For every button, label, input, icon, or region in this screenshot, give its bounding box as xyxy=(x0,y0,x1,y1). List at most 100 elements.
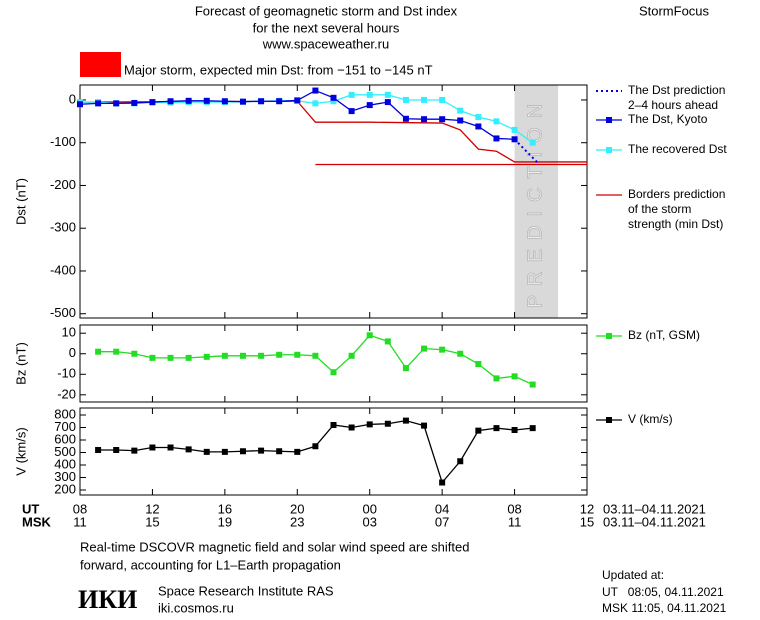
x-tick-label: 08 xyxy=(73,501,87,516)
series-line xyxy=(98,334,533,386)
data-point xyxy=(276,351,283,358)
data-point xyxy=(330,369,337,376)
data-point xyxy=(421,96,428,103)
data-point xyxy=(366,332,373,339)
series-line xyxy=(513,138,539,164)
data-point xyxy=(402,365,409,372)
legend-marker xyxy=(606,147,612,153)
data-point xyxy=(113,348,120,355)
date-range: 03.11–04.11.2021 xyxy=(603,514,706,529)
y-tick-label: -10 xyxy=(57,366,76,381)
data-point xyxy=(167,444,174,451)
data-point xyxy=(493,425,500,432)
y-tick-label: -100 xyxy=(50,134,76,149)
legend-label: The Dst, Kyoto xyxy=(628,112,708,126)
y-axis-label: V (km/s) xyxy=(13,427,28,475)
data-point xyxy=(348,424,355,431)
data-point xyxy=(439,116,446,123)
institute: Space Research Institute RAS xyxy=(158,583,334,598)
y-tick-label: 300 xyxy=(54,469,76,484)
series-line xyxy=(79,100,587,163)
data-point xyxy=(402,115,409,122)
data-point xyxy=(511,126,518,133)
data-point xyxy=(185,97,192,104)
prediction-band xyxy=(514,85,559,318)
legend-label: Bz (nT, GSM) xyxy=(628,328,701,342)
x-tick-label: 20 xyxy=(290,501,304,516)
data-point xyxy=(276,448,283,455)
data-point xyxy=(475,427,482,434)
brand: StormFocus xyxy=(639,3,710,18)
y-tick-label: 600 xyxy=(54,431,76,446)
data-point xyxy=(95,100,102,107)
data-point xyxy=(348,91,355,98)
data-point xyxy=(402,417,409,424)
data-point xyxy=(239,352,246,359)
y-axis-label: Bz (nT) xyxy=(13,342,28,385)
y-tick-label: -500 xyxy=(50,305,76,320)
data-point xyxy=(185,354,192,361)
data-point xyxy=(258,352,265,359)
data-point xyxy=(185,446,192,453)
updated-ut: UT 08:05, 04.11.2021 xyxy=(602,585,724,599)
note: Real-time DSCOVR magnetic field and sola… xyxy=(80,539,469,554)
legend-marker xyxy=(606,117,612,123)
data-point xyxy=(221,448,228,455)
url: iki.cosmos.ru xyxy=(158,600,234,615)
data-point xyxy=(276,98,283,105)
data-point xyxy=(348,352,355,359)
prediction-label: PREDICTION xyxy=(525,95,547,308)
data-point xyxy=(239,448,246,455)
data-point xyxy=(312,443,319,450)
data-point xyxy=(384,99,391,106)
data-point xyxy=(113,100,120,107)
data-point xyxy=(529,425,536,432)
data-point xyxy=(167,354,174,361)
data-point xyxy=(366,421,373,428)
data-point xyxy=(167,98,174,105)
note: forward, accounting for L1–Earth propaga… xyxy=(80,557,341,572)
data-point xyxy=(95,447,102,453)
data-point xyxy=(511,373,518,380)
y-tick-label: -200 xyxy=(50,177,76,192)
logo: ИКИ xyxy=(78,585,137,614)
data-point xyxy=(475,361,482,368)
data-point xyxy=(493,118,500,125)
y-tick-label: 200 xyxy=(54,481,76,496)
y-tick-label: 0 xyxy=(69,345,76,360)
data-point xyxy=(439,479,446,486)
data-point xyxy=(203,353,210,360)
data-point xyxy=(131,350,138,357)
legend-label: The Dst prediction 2–4 hours ahead xyxy=(628,83,726,112)
data-point xyxy=(258,447,265,454)
x-tick-label: 04 xyxy=(435,501,449,516)
x-tick-label-msk: 03 xyxy=(362,514,376,529)
x-tick-label: 12 xyxy=(580,501,594,516)
y-tick-label: 500 xyxy=(54,444,76,459)
annotation: Major storm, expected min Dst: from −151… xyxy=(124,62,433,77)
data-point xyxy=(294,448,301,455)
data-point xyxy=(149,444,156,451)
x-tick-label: 12 xyxy=(145,501,159,516)
legend-label: Borders prediction of the storm strength… xyxy=(628,187,726,231)
data-point xyxy=(529,381,536,388)
data-point xyxy=(421,422,428,429)
x-tick-label-msk: 11 xyxy=(73,514,87,529)
y-tick-label: 400 xyxy=(54,456,76,471)
site: www.spaceweather.ru xyxy=(262,36,389,51)
data-point xyxy=(203,448,210,455)
data-point xyxy=(511,427,518,433)
data-point xyxy=(77,101,83,108)
data-point xyxy=(384,91,391,98)
subtitle: for the next several hours xyxy=(253,20,400,35)
data-point xyxy=(493,375,500,382)
data-point xyxy=(439,346,446,353)
data-point xyxy=(203,97,210,104)
y-tick-label: -400 xyxy=(50,262,76,277)
data-point xyxy=(221,98,228,105)
legend-label: The recovered Dst xyxy=(628,142,727,156)
data-point xyxy=(348,108,355,115)
data-point xyxy=(312,87,319,94)
